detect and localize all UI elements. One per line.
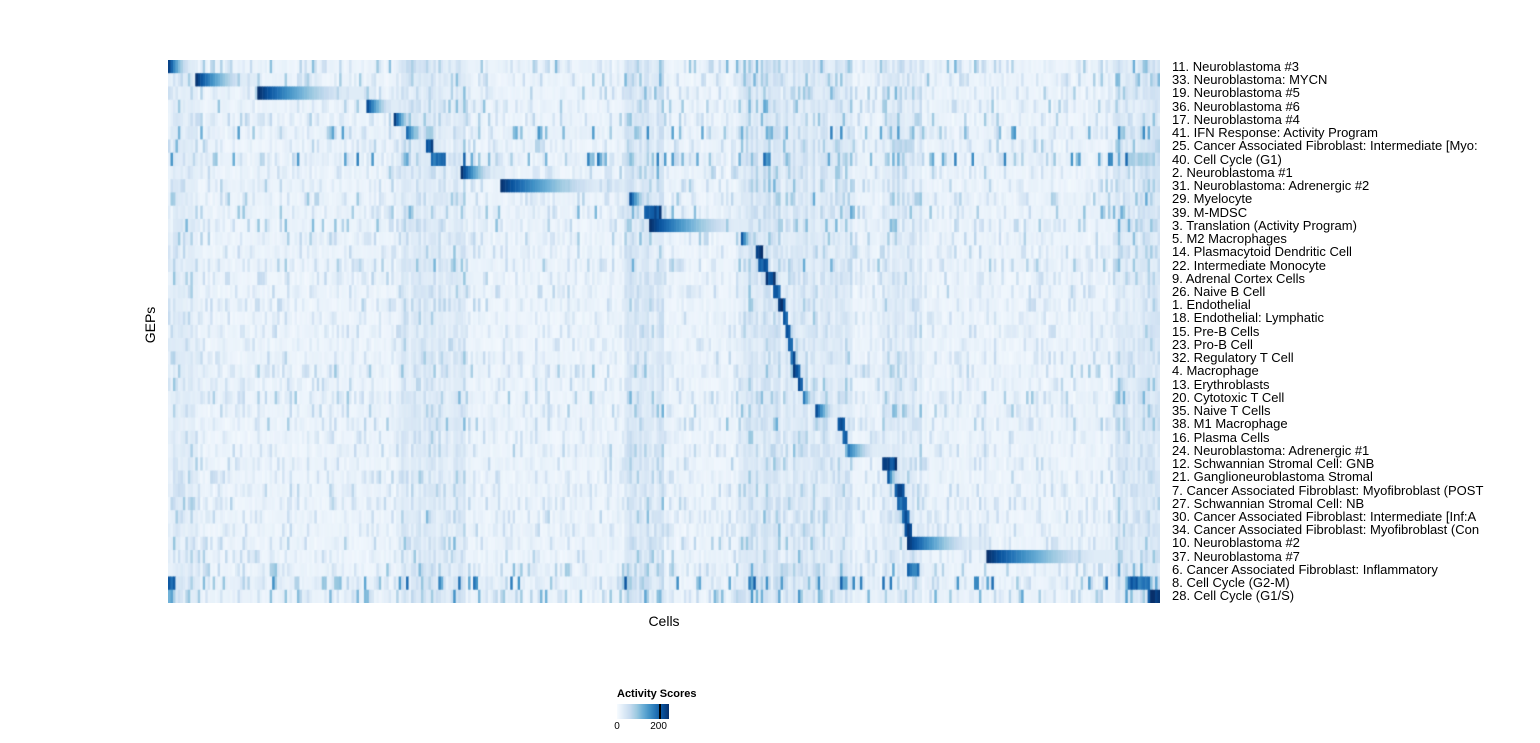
row-label: 7. Cancer Associated Fibroblast: Myofibr… xyxy=(1172,482,1484,498)
legend-colorbar xyxy=(617,704,669,719)
row-label: 20. Cytotoxic T Cell xyxy=(1172,389,1285,405)
row-label: 27. Schwannian Stromal Cell: NB xyxy=(1172,495,1365,511)
row-label: 22. Intermediate Monocyte xyxy=(1172,257,1326,273)
row-label: 15. Pre-B Cells xyxy=(1172,323,1260,339)
legend: Activity Scores 0 200 xyxy=(614,688,737,735)
row-label: 1. Endothelial xyxy=(1172,297,1251,313)
row-label: 38. M1 Macrophage xyxy=(1172,416,1288,432)
row-label: 3. Translation (Activity Program) xyxy=(1172,217,1357,233)
heatmap-canvas xyxy=(168,60,1160,603)
legend-min-label: 0 xyxy=(614,721,620,732)
row-label: 39. M-MDSC xyxy=(1172,204,1248,220)
row-label: 11. Neuroblastoma #3 xyxy=(1172,59,1299,74)
row-label: 32. Regulatory T Cell xyxy=(1172,350,1294,366)
row-labels: 11. Neuroblastoma #3 33. Neuroblastoma: M… xyxy=(1172,60,1540,603)
row-label: 25. Cancer Associated Fibroblast: Interm… xyxy=(1172,138,1478,154)
row-label: 18. Endothelial: Lymphatic xyxy=(1172,310,1325,326)
row-label: 40. Cell Cycle (G1) xyxy=(1172,151,1282,167)
row-label: 4. Macrophage xyxy=(1172,363,1259,379)
row-label: 12. Schwannian Stromal Cell: GNB xyxy=(1172,456,1375,472)
y-axis-label: GEPs xyxy=(142,306,158,344)
row-label: 31. Neuroblastoma: Adrenergic #2 xyxy=(1172,178,1370,194)
x-axis-label: Cells xyxy=(648,613,680,629)
row-label: 33. Neuroblastoma: MYCN xyxy=(1172,72,1328,88)
row-label: 41. IFN Response: Activity Program xyxy=(1172,125,1378,141)
row-label: 13. Erythroblasts xyxy=(1172,376,1270,392)
row-label: 34. Cancer Associated Fibroblast: Myofib… xyxy=(1172,522,1480,538)
row-label: 23. Pro-B Cell xyxy=(1172,336,1253,352)
row-label: 9. Adrenal Cortex Cells xyxy=(1172,270,1305,286)
row-label: 8. Cell Cycle (G2-M) xyxy=(1172,575,1290,591)
row-label: 2. Neuroblastoma #1 xyxy=(1172,164,1293,180)
row-label: 26. Naive B Cell xyxy=(1172,283,1266,299)
row-label: 19. Neuroblastoma #5 xyxy=(1172,85,1300,101)
row-label: 37. Neuroblastoma #7 xyxy=(1172,548,1300,564)
row-label: 21. Ganglioneuroblastoma Stromal xyxy=(1172,469,1373,485)
row-label: 28. Cell Cycle (G1/S) xyxy=(1172,588,1295,604)
row-label: 30. Cancer Associated Fibroblast: Interm… xyxy=(1172,508,1477,524)
row-label: 36. Neuroblastoma #6 xyxy=(1172,98,1300,114)
legend-max-tick xyxy=(658,704,661,719)
legend-title: Activity Scores xyxy=(617,688,697,700)
row-label: 10. Neuroblastoma #2 xyxy=(1172,535,1300,551)
legend-max-label: 200 xyxy=(650,721,667,732)
row-label: 35. Naive T Cells xyxy=(1172,403,1271,419)
legend-labels: 0 200 xyxy=(614,721,669,735)
row-label: 6. Cancer Associated Fibroblast: Inflamm… xyxy=(1172,561,1438,577)
row-label: 29. Myelocyte xyxy=(1172,191,1253,207)
row-label: 5. M2 Macrophages xyxy=(1172,231,1287,247)
row-label: 16. Plasma Cells xyxy=(1172,429,1270,445)
row-label: 14. Plasmacytoid Dendritic Cell xyxy=(1172,244,1352,260)
row-label: 24. Neuroblastoma: Adrenergic #1 xyxy=(1172,442,1370,458)
row-label: 17. Neuroblastoma #4 xyxy=(1172,111,1300,127)
